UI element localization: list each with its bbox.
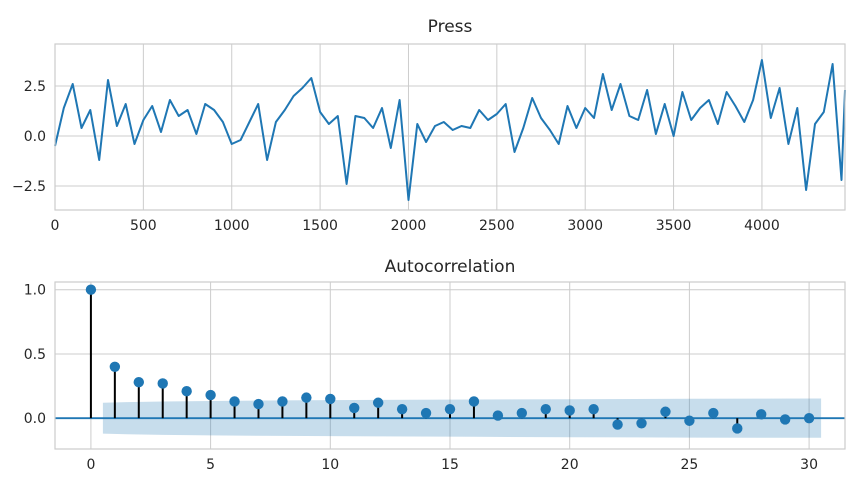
- press-y-tick-label: 0.0: [24, 129, 46, 145]
- acf-point: [756, 409, 767, 420]
- acf-point: [133, 377, 144, 388]
- press-x-tick-label: 2000: [391, 218, 427, 234]
- press-x-tick-label: 1500: [302, 218, 338, 234]
- acf-point: [540, 403, 551, 415]
- acf-point: [396, 403, 408, 415]
- press-x-tick-label: 4000: [744, 218, 780, 234]
- press-y-tick-label: −2.5: [12, 179, 46, 195]
- acf-point: [301, 392, 312, 403]
- acf-point: [732, 423, 743, 434]
- acf-title: Autocorrelation: [385, 257, 516, 277]
- press-y-tick-label: 2.5: [24, 79, 46, 95]
- acf-x-tick-label: 10: [321, 457, 339, 473]
- acf-point: [85, 284, 97, 295]
- press-y-tick-labels: −2.5 0.0 2.5: [12, 79, 46, 195]
- acf-point: [372, 397, 384, 408]
- acf-y-tick-label: 0.5: [24, 347, 46, 363]
- acf-point: [444, 403, 456, 415]
- acf-x-tick-label: 0: [86, 457, 95, 473]
- acf-panel: Autocorrelation 0 5 10 15 20 25 30 0.0 0.5 1.0: [24, 257, 846, 473]
- press-title: Press: [428, 17, 473, 37]
- acf-point: [253, 398, 264, 410]
- acf-point: [205, 389, 216, 401]
- acf-point: [181, 385, 192, 397]
- acf-point: [229, 396, 240, 407]
- acf-x-tick-label: 15: [441, 457, 459, 473]
- acf-point: [779, 414, 791, 425]
- acf-point: [492, 410, 504, 421]
- acf-point: [588, 403, 599, 415]
- press-series-line: [54, 59, 846, 201]
- press-series: [54, 59, 846, 201]
- acf-point: [803, 412, 815, 424]
- acf-x-tick-label: 30: [800, 457, 818, 473]
- acf-marks: [55, 284, 845, 434]
- acf-point: [109, 361, 121, 372]
- acf-point: [636, 418, 647, 429]
- acf-point: [564, 405, 575, 416]
- acf-point: [708, 407, 719, 419]
- press-x-tick-label: 3000: [567, 218, 603, 234]
- acf-y-tick-labels: 0.0 0.5 1.0: [24, 283, 46, 427]
- press-x-tick-label: 0: [51, 218, 60, 234]
- press-x-tick-label: 3500: [656, 218, 692, 234]
- acf-point: [660, 406, 671, 417]
- press-plot-frame: [54, 43, 846, 211]
- acf-point: [157, 378, 168, 389]
- acf-point: [684, 415, 695, 426]
- acf-x-tick-label: 20: [561, 457, 579, 473]
- acf-point: [277, 396, 288, 407]
- acf-x-tick-label: 5: [206, 457, 215, 473]
- acf-y-tick-label: 1.0: [24, 283, 46, 299]
- acf-point: [516, 407, 528, 419]
- press-panel: Press 0 500 1000 1500 2000 2500 3000 3500 4000 −…: [12, 17, 846, 234]
- acf-y-tick-label: 0.0: [24, 411, 46, 427]
- press-x-tick-labels: 0 500 1000 1500 2000 2500 3000 3500 4000: [51, 218, 780, 234]
- acf-point: [325, 393, 336, 405]
- press-x-tick-label: 500: [130, 218, 157, 234]
- press-x-tick-label: 1000: [214, 218, 250, 234]
- acf-x-tick-label: 25: [680, 457, 698, 473]
- acf-point: [468, 396, 480, 407]
- acf-point: [612, 419, 623, 430]
- press-grid: [54, 44, 845, 210]
- press-x-tick-label: 2500: [479, 218, 515, 234]
- acf-x-tick-labels: 0 5 10 15 20 25 30: [86, 457, 818, 473]
- acf-point: [349, 402, 360, 414]
- acf-point: [420, 407, 432, 419]
- acf-plot-frame: [54, 281, 846, 450]
